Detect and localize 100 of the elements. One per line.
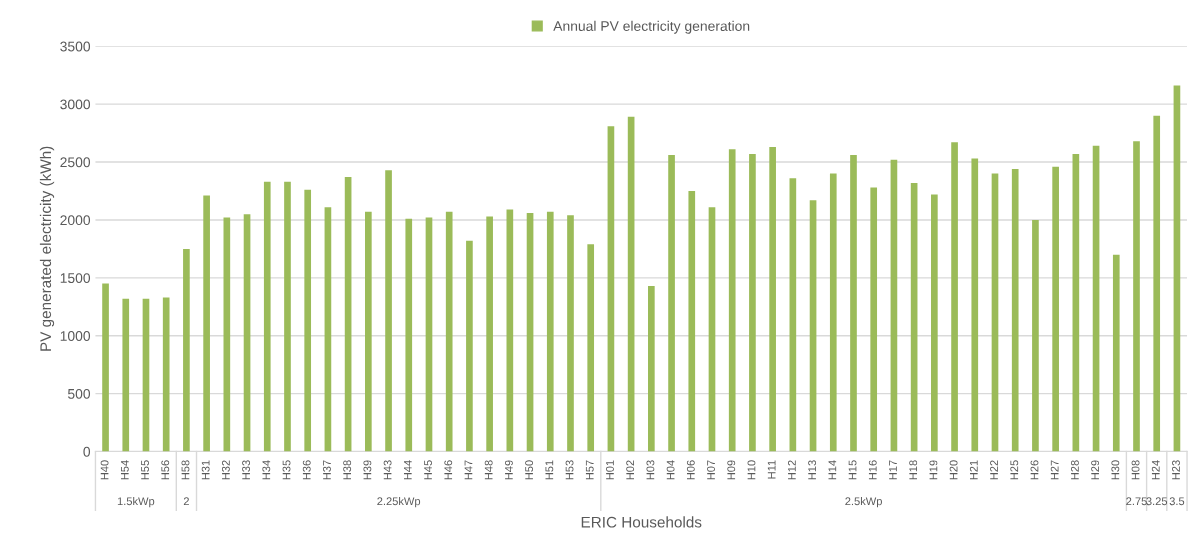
x-tick-label: H16 [868,460,877,480]
bar [243,214,251,452]
x-tick-label: H12 [787,460,796,480]
bar [829,173,837,452]
x-tick-label: H08 [1131,460,1140,480]
text: 2 [183,497,189,506]
bar [607,126,615,452]
bar [850,155,857,452]
bar [789,178,797,452]
y-tick-label: 3500 [60,41,91,52]
x-tick-label: H56 [161,460,170,480]
bar [728,149,736,452]
bar [688,190,696,452]
x-tick-label: H09 [727,460,736,480]
x-tick-label: H37 [323,460,331,480]
bar [385,170,392,452]
x-tick-label: H26 [1030,460,1039,480]
x-tick-label: H33 [242,460,251,480]
x-tick-label: H14 [828,460,837,480]
bar [506,209,514,452]
y-tick-label: 2500 [60,157,91,168]
x-tick-label: H35 [282,460,291,480]
bar [1112,254,1120,452]
bar [324,207,332,452]
y-tick-label: 500 [67,388,91,399]
bar [991,173,999,452]
x-tick-label: H10 [747,460,756,480]
bar [405,218,413,452]
x-tick-label: H06 [686,460,695,480]
bar [526,212,534,452]
bar [183,248,190,452]
bar [769,146,776,452]
text: 2.5kWp [845,497,882,508]
bar [910,182,918,452]
y-axis-title: PV generated electricity (kWh) [39,146,55,351]
x-tick-label: H36 [302,460,311,480]
bar [365,211,372,452]
x-tick-label: H45 [424,460,432,480]
x-tick-label: H17 [889,460,897,480]
bar [1052,166,1059,452]
legend-label: Annual PV electricity generation [553,20,750,34]
x-tick-label: H53 [565,460,574,480]
bar [102,283,109,452]
x-tick-label: H11 [767,460,776,479]
x-tick-label: H07 [707,460,715,480]
x-tick-label: H48 [484,460,493,480]
bar [1011,168,1019,452]
y-tick-label: 0 [83,446,91,457]
x-tick-label: H51 [545,460,554,480]
bar [122,298,130,452]
bar [223,217,231,452]
x-tick-label: H50 [525,460,534,480]
x-tick-label: H23 [1172,460,1180,480]
bar [1072,153,1080,452]
bar [870,187,878,452]
text: 3.5 [1169,497,1185,506]
bar [890,159,898,452]
x-tick-label: H55 [141,460,149,480]
x-tick-label: H31 [201,460,210,480]
x-axis-title: ERIC Households [581,516,702,528]
x-tick-label: H20 [949,460,958,480]
x-tick-label: H27 [1050,460,1059,480]
text: 2.25kWp [377,497,421,508]
x-tick-label: H28 [1070,460,1079,480]
bar [648,285,655,452]
y-tick-label: 2000 [60,215,91,226]
x-tick-label: H46 [444,460,453,480]
text: 1.5kWp [117,497,155,508]
x-tick-label: H30 [1111,460,1120,480]
x-tick-label: H13 [808,460,817,480]
x-tick-label: H18 [909,460,918,480]
x-tick-label: H58 [181,460,190,480]
bar [1133,141,1140,452]
bar [971,158,979,452]
x-tick-label: H01 [606,460,614,480]
x-tick-label: H44 [404,460,412,480]
x-tick-label: H49 [504,460,513,480]
bar [708,207,716,452]
bar [951,142,958,452]
x-tick-label: H54 [120,460,129,480]
y-tick-label: 1500 [60,273,91,283]
x-tick-label: H29 [1091,460,1100,480]
bar [668,155,675,452]
x-tick-label: H25 [1010,460,1019,480]
bar [1092,145,1100,452]
bar [627,116,635,452]
bar [203,195,210,452]
x-tick-label: H04 [666,460,675,480]
bar [546,211,554,452]
x-tick-label: H40 [100,460,109,480]
x-tick-label: H21 [969,460,978,480]
bar [486,216,493,452]
bar [567,215,574,452]
bar [931,194,938,452]
bar [466,240,473,452]
bar [263,181,271,452]
bar [344,177,352,452]
bar [587,244,595,452]
text: 3.25 [1146,497,1168,506]
x-tick-label: H32 [221,460,230,480]
